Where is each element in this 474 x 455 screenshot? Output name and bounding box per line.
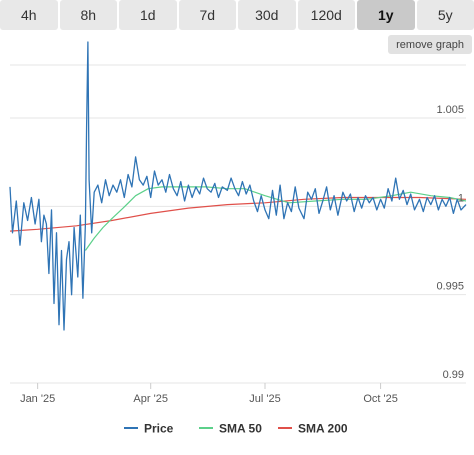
range-tab-7d[interactable]: 7d bbox=[178, 0, 236, 30]
grid bbox=[10, 64, 466, 384]
legend-label: SMA 50 bbox=[219, 422, 262, 436]
legend: Price SMA 50 SMA 200 bbox=[124, 422, 348, 436]
legend-item-sma-200[interactable]: SMA 200 bbox=[278, 422, 348, 436]
range-tab-120d[interactable]: 120d bbox=[297, 0, 355, 30]
range-tab-8h[interactable]: 8h bbox=[59, 0, 117, 30]
series-line-sma-50 bbox=[84, 186, 467, 251]
legend-item-price[interactable]: Price bbox=[124, 422, 174, 436]
legend-item-sma-50[interactable]: SMA 50 bbox=[199, 422, 262, 436]
range-tab-30d[interactable]: 30d bbox=[238, 0, 296, 30]
x-tick-label: Apr '25 bbox=[133, 393, 168, 405]
remove-graph-button[interactable]: remove graph bbox=[388, 35, 472, 54]
x-tick-label: Jul '25 bbox=[249, 393, 280, 405]
series-lines bbox=[9, 41, 467, 331]
range-tab-1y[interactable]: 1y bbox=[357, 0, 415, 30]
legend-label: SMA 200 bbox=[298, 422, 348, 436]
y-tick-label: 0.99 bbox=[443, 369, 464, 381]
series-line-price bbox=[9, 41, 467, 331]
time-range-tabs: 4h 8h 1d 7d 30d 120d 1y 5y bbox=[0, 0, 474, 30]
y-axis-ticks: 0.99 0.995 1 1.005 bbox=[436, 104, 464, 381]
y-tick-label: 0.995 bbox=[436, 281, 464, 293]
x-tick-label: Jan '25 bbox=[20, 393, 55, 405]
range-tab-5y[interactable]: 5y bbox=[416, 0, 474, 30]
legend-label: Price bbox=[144, 422, 174, 436]
series-line-sma-200 bbox=[9, 196, 467, 232]
y-tick-label: 1.005 bbox=[436, 104, 464, 116]
x-tick-label: Oct '25 bbox=[363, 393, 398, 405]
x-axis-ticks: Jan '25 Apr '25 Jul '25 Oct '25 bbox=[20, 383, 398, 405]
y-tick-label: 1 bbox=[458, 192, 464, 204]
range-tab-1d[interactable]: 1d bbox=[119, 0, 177, 30]
range-tab-4h[interactable]: 4h bbox=[0, 0, 58, 30]
